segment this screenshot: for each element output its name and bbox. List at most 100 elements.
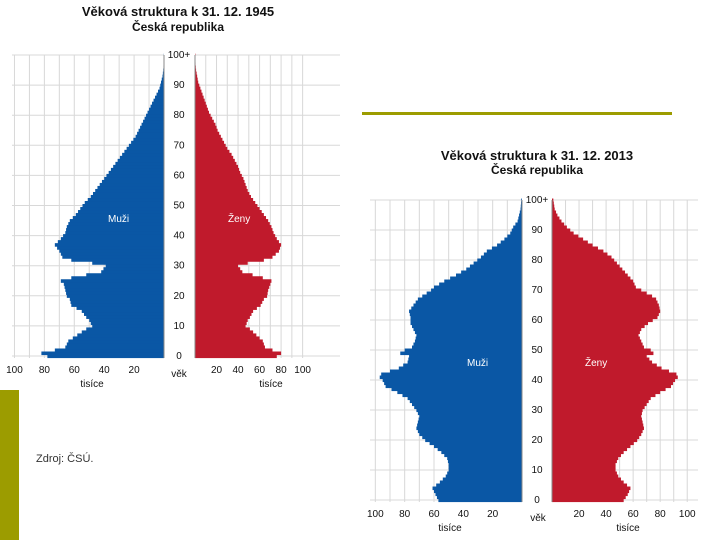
age-tick-label: 50 bbox=[531, 345, 543, 356]
female-bar bbox=[552, 387, 666, 392]
male-bar bbox=[477, 258, 522, 263]
female-bar bbox=[195, 204, 258, 208]
age-tick-label: 100+ bbox=[526, 195, 549, 206]
female-bar bbox=[195, 182, 246, 187]
male-bar bbox=[417, 411, 522, 416]
female-bar bbox=[195, 137, 223, 142]
female-bar bbox=[552, 219, 562, 224]
female-bars bbox=[552, 198, 678, 503]
male-bar bbox=[133, 137, 164, 142]
female-bar bbox=[195, 294, 268, 298]
male-bar bbox=[500, 240, 522, 245]
male-bar bbox=[381, 372, 522, 377]
female-series-label: Ženy bbox=[585, 356, 607, 369]
male-bar bbox=[103, 267, 164, 271]
male-bar bbox=[76, 306, 164, 310]
male-bar bbox=[466, 267, 522, 272]
male-bar bbox=[461, 270, 522, 275]
female-bar bbox=[195, 219, 269, 223]
male-bar bbox=[106, 173, 164, 178]
male-bar bbox=[412, 402, 522, 407]
male-bar bbox=[426, 291, 522, 296]
male-bar bbox=[92, 191, 164, 196]
female-bar bbox=[552, 492, 628, 497]
female-bar bbox=[195, 222, 270, 226]
male-bar bbox=[417, 429, 522, 434]
male-bar bbox=[408, 357, 522, 362]
age-tick-label: 90 bbox=[173, 80, 185, 91]
male-bar bbox=[138, 128, 164, 133]
chart-subtitle: Česká republika bbox=[491, 162, 583, 177]
female-bar bbox=[195, 279, 272, 283]
age-tick-label: 70 bbox=[173, 140, 185, 151]
male-bar bbox=[444, 279, 522, 284]
female-bars bbox=[195, 53, 282, 359]
female-bar bbox=[552, 399, 649, 404]
female-bar bbox=[195, 149, 230, 154]
female-bar bbox=[195, 83, 200, 88]
female-bar bbox=[195, 191, 250, 196]
male-bar bbox=[456, 273, 522, 278]
female-bar bbox=[552, 339, 642, 344]
female-bar bbox=[552, 225, 567, 230]
female-bar bbox=[552, 369, 669, 374]
female-bar bbox=[552, 405, 645, 410]
female-bar bbox=[552, 483, 628, 488]
male-bar bbox=[59, 249, 165, 253]
female-bar bbox=[552, 345, 644, 350]
male-bar bbox=[70, 300, 164, 304]
male-bar bbox=[436, 483, 522, 488]
female-bar bbox=[195, 225, 272, 229]
female-bar bbox=[552, 477, 621, 482]
male-bar bbox=[384, 381, 522, 386]
male-bar bbox=[382, 378, 522, 383]
female-bar bbox=[552, 384, 672, 389]
female-bar bbox=[552, 495, 626, 500]
male-bar bbox=[68, 339, 164, 344]
female-bar bbox=[195, 231, 274, 235]
male-bar bbox=[84, 200, 164, 205]
male-bar bbox=[84, 312, 164, 316]
female-bar bbox=[195, 267, 241, 271]
male-bar bbox=[448, 465, 522, 470]
male-bar bbox=[415, 336, 522, 341]
male-bar bbox=[409, 312, 522, 317]
female-bar bbox=[195, 285, 270, 289]
female-bar bbox=[552, 258, 615, 263]
female-bar bbox=[552, 480, 624, 485]
female-bar bbox=[195, 351, 282, 356]
female-bar bbox=[195, 348, 273, 353]
x-tick-label-male: 100 bbox=[367, 509, 384, 520]
male-bar bbox=[412, 345, 522, 350]
male-bar bbox=[409, 399, 522, 404]
female-bar bbox=[552, 498, 624, 503]
female-bar bbox=[552, 351, 654, 356]
x-tick-label-male: 40 bbox=[99, 365, 111, 376]
male-bar bbox=[391, 387, 522, 392]
male-bar bbox=[101, 270, 164, 274]
female-bar bbox=[195, 101, 206, 106]
x-axis-unit-female: tisíce bbox=[259, 379, 283, 390]
female-bar bbox=[195, 152, 232, 157]
male-bar bbox=[444, 453, 522, 458]
male-bar bbox=[416, 333, 522, 338]
male-bar bbox=[99, 182, 164, 187]
female-bar bbox=[552, 210, 557, 215]
female-bar bbox=[552, 249, 604, 254]
male-bar bbox=[71, 303, 164, 307]
male-bar bbox=[407, 396, 522, 401]
female-bar bbox=[195, 161, 237, 166]
female-bar bbox=[195, 255, 273, 259]
female-bar bbox=[195, 116, 213, 121]
male-bar bbox=[448, 468, 522, 473]
female-bar bbox=[195, 240, 279, 244]
x-tick-label-female: 60 bbox=[628, 509, 640, 520]
female-bar bbox=[195, 321, 247, 325]
female-bar bbox=[552, 471, 617, 476]
female-bar bbox=[195, 264, 239, 268]
female-bar bbox=[552, 393, 656, 398]
male-bar bbox=[126, 146, 164, 151]
male-bar bbox=[162, 74, 164, 79]
female-bar bbox=[552, 474, 619, 479]
